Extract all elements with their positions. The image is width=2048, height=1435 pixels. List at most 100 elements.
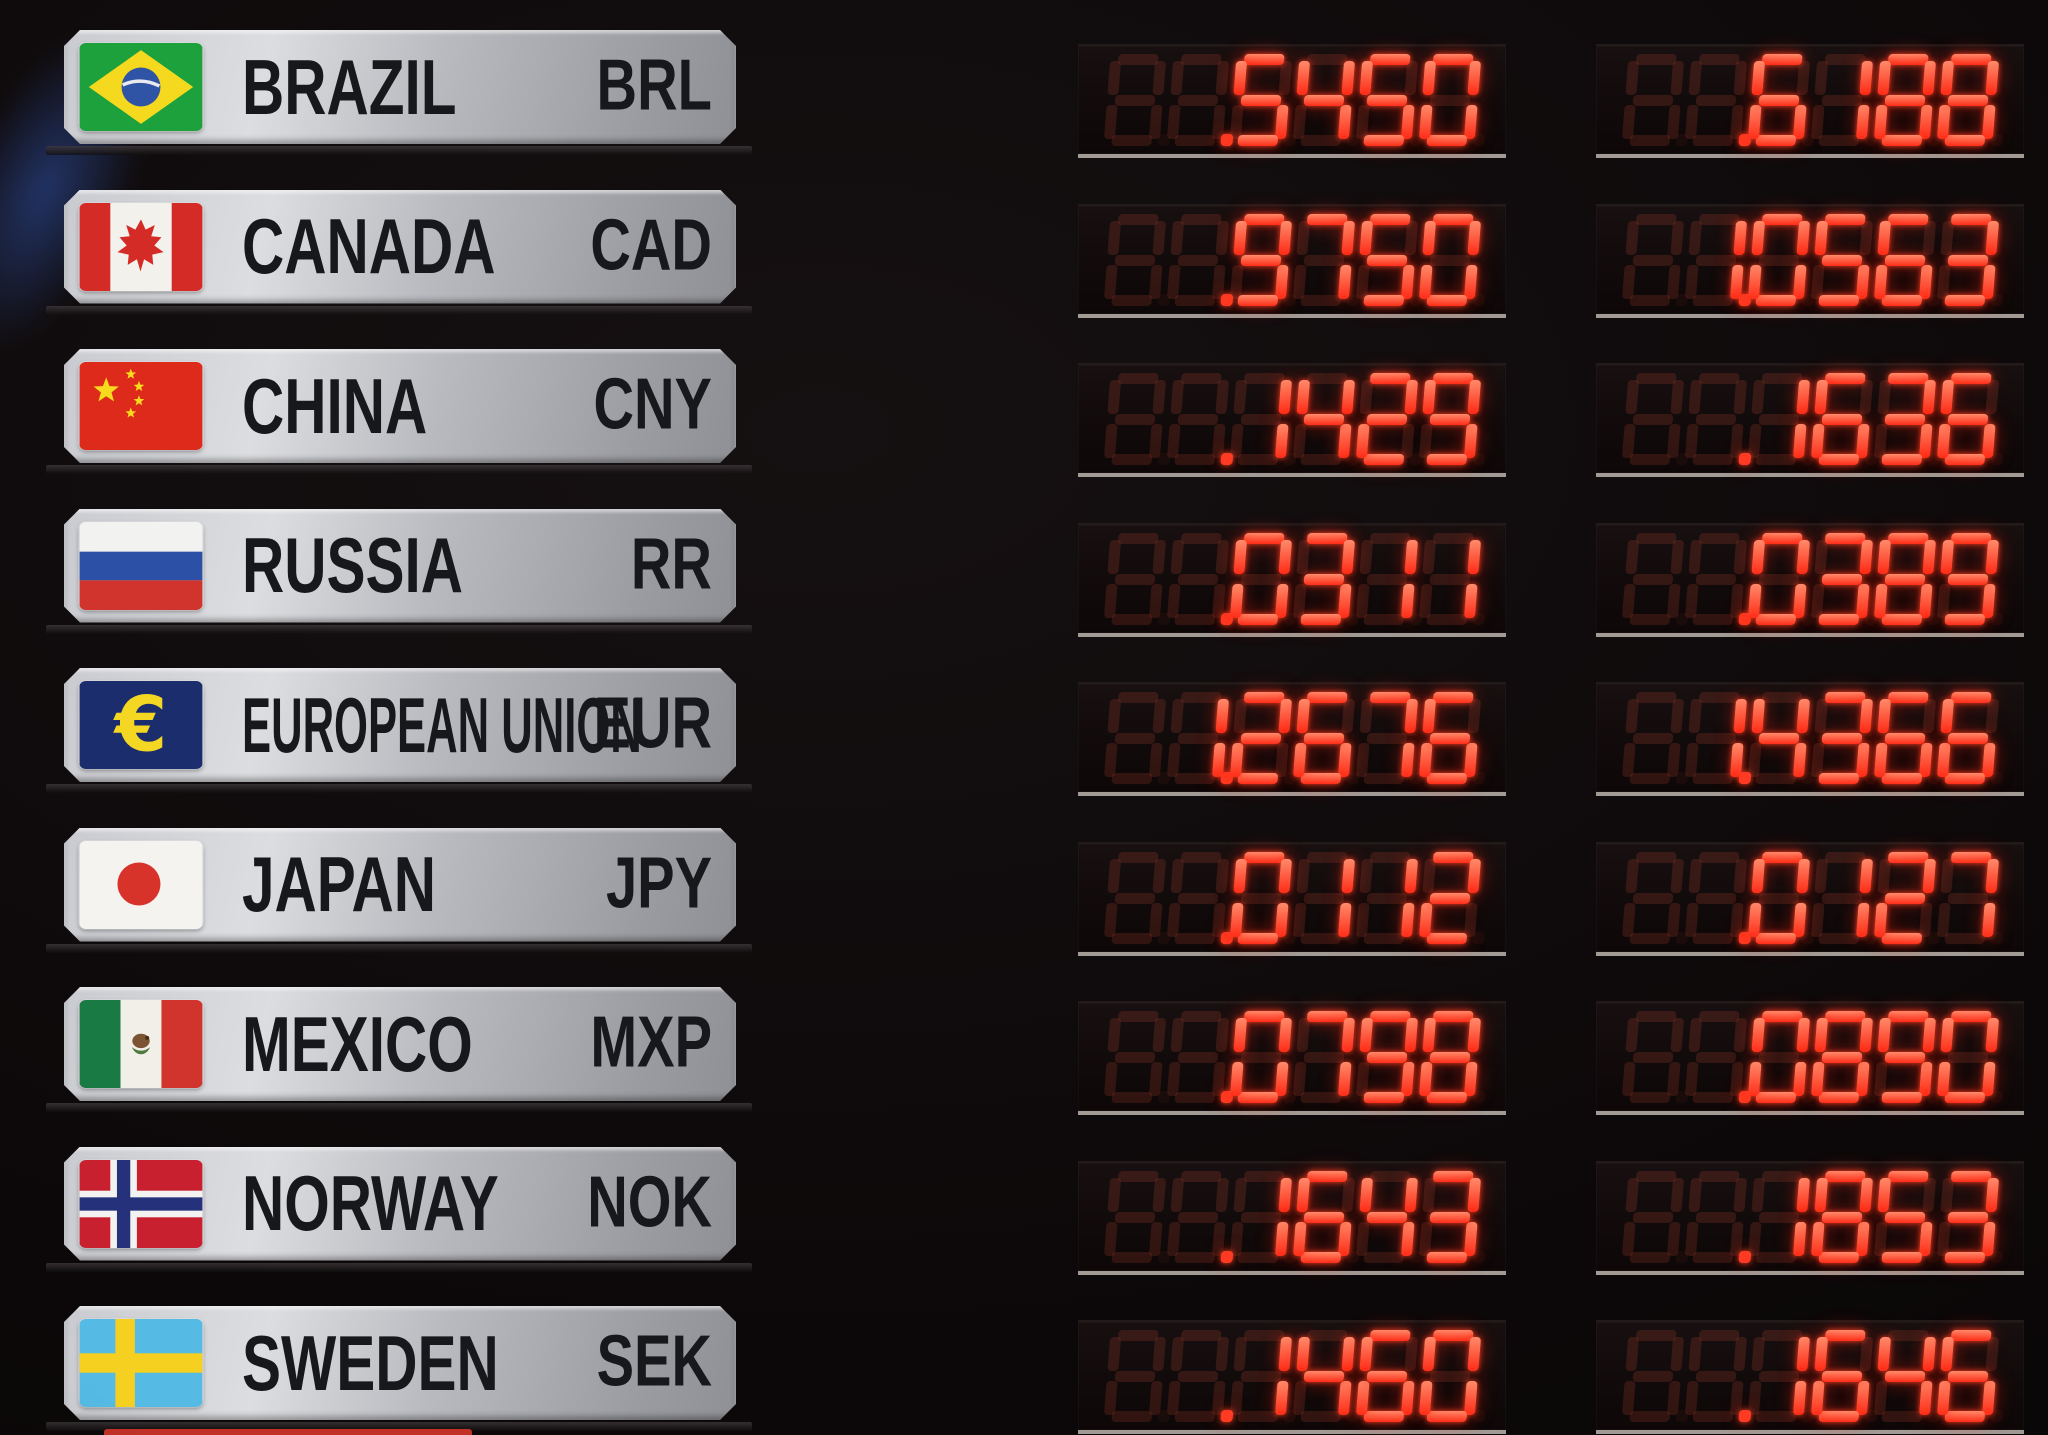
led-segment: [1418, 1062, 1433, 1096]
svg-text:€: €: [113, 681, 168, 769]
led-segment: [1177, 413, 1218, 425]
led-segment: [1873, 583, 1888, 618]
led-digit: [1229, 1170, 1296, 1263]
led-segment: [1817, 135, 1859, 146]
led-segment: [1151, 858, 1166, 893]
led-segment: [1628, 932, 1670, 944]
led-digit: [1355, 213, 1422, 306]
led-segment: [1306, 373, 1348, 384]
led-segment: [1114, 94, 1155, 106]
led-segment: [1947, 732, 1988, 744]
led-digit: [1166, 213, 1233, 306]
led-digit: [1166, 1170, 1233, 1263]
led-digit: [1166, 1330, 1233, 1422]
led-segment: [1635, 54, 1677, 65]
led-segment: [1921, 1337, 1936, 1371]
led-segment: [1687, 1018, 1702, 1052]
led-segment: [1369, 851, 1411, 863]
led-segment: [1292, 1381, 1307, 1415]
led-segment: [1691, 932, 1733, 944]
currency-code: NOK: [587, 1161, 712, 1242]
led-segment: [1106, 539, 1121, 574]
led-digit: [1810, 532, 1877, 625]
led-segment: [1177, 732, 1218, 744]
rate-display-1: [1078, 363, 1506, 477]
led-segment: [1821, 94, 1862, 106]
led-segment: [1169, 858, 1184, 893]
led-segment: [1880, 613, 1922, 625]
led-segment: [1873, 1221, 1888, 1256]
led-segment: [1621, 1381, 1636, 1415]
led-segment: [1821, 413, 1862, 425]
led-segment: [1754, 773, 1796, 784]
led-segment: [1687, 858, 1702, 893]
led-segment: [1936, 1062, 1951, 1096]
led-segment: [1947, 413, 1988, 425]
led-segment: [1466, 1018, 1481, 1052]
led-segment: [1821, 732, 1862, 744]
led-segment: [1403, 539, 1418, 574]
led-segment: [1810, 583, 1825, 618]
led-segment: [1292, 264, 1307, 299]
led-segment: [1761, 54, 1803, 65]
led-segment: [1698, 1170, 1740, 1182]
led-segment: [1173, 294, 1215, 306]
led-segment: [1795, 380, 1810, 414]
led-segment: [1303, 892, 1344, 903]
led-digit: [1355, 54, 1422, 146]
led-segment: [1632, 1051, 1673, 1063]
led-segment: [1177, 1051, 1218, 1063]
led-digit: [1355, 532, 1422, 625]
led-segment: [1418, 1381, 1433, 1415]
led-digit: [1936, 532, 2003, 625]
led-digit: [1103, 1011, 1170, 1103]
led-segment: [1166, 1221, 1181, 1256]
led-segment: [1177, 254, 1218, 265]
led-segment: [1684, 1381, 1699, 1415]
currency-label-plate: CANADA CAD: [64, 190, 736, 304]
led-segment: [1173, 613, 1215, 625]
led-segment: [1114, 892, 1155, 903]
led-segment: [1695, 1051, 1736, 1063]
led-segment: [1362, 1092, 1404, 1103]
shelf-edge: [46, 943, 752, 953]
led-segment: [1292, 1221, 1307, 1256]
led-segment: [1369, 373, 1411, 384]
led-digit: [1684, 373, 1751, 465]
led-segment: [1632, 1370, 1673, 1382]
led-digit: [1292, 851, 1359, 944]
led-segment: [1984, 1337, 1999, 1371]
led-segment: [1936, 105, 1951, 139]
led-segment: [1947, 1211, 1988, 1222]
led-segment: [1687, 699, 1702, 733]
led-segment: [1106, 1018, 1121, 1052]
led-segment: [1103, 105, 1118, 139]
led-digit: [1292, 532, 1359, 625]
led-segment: [1110, 454, 1152, 465]
led-digit: [1229, 851, 1296, 944]
led-digit: [1103, 532, 1170, 625]
led-digit: [1621, 692, 1688, 784]
led-segment: [1236, 932, 1278, 944]
led-digit: [1166, 54, 1233, 146]
led-segment: [1939, 220, 1954, 255]
led-digit: [1747, 692, 1814, 784]
led-segment: [1243, 851, 1285, 863]
led-segment: [1687, 1337, 1702, 1371]
led-segment: [1821, 254, 1862, 265]
led-segment: [1299, 613, 1341, 625]
led-segment: [1984, 1018, 1999, 1052]
led-segment: [1695, 413, 1736, 425]
led-segment: [1110, 1251, 1152, 1263]
led-segment: [1624, 1337, 1639, 1371]
led-segment: [1691, 1092, 1733, 1103]
led-segment: [1366, 892, 1407, 903]
led-segment: [1306, 1330, 1348, 1341]
led-segment: [1103, 583, 1118, 618]
currency-row: MEXICO MXP: [0, 987, 2048, 1115]
led-digit: [1936, 373, 2003, 465]
decimal-point: [1989, 772, 2003, 784]
led-segment: [1691, 1251, 1733, 1263]
led-segment: [1824, 851, 1866, 863]
